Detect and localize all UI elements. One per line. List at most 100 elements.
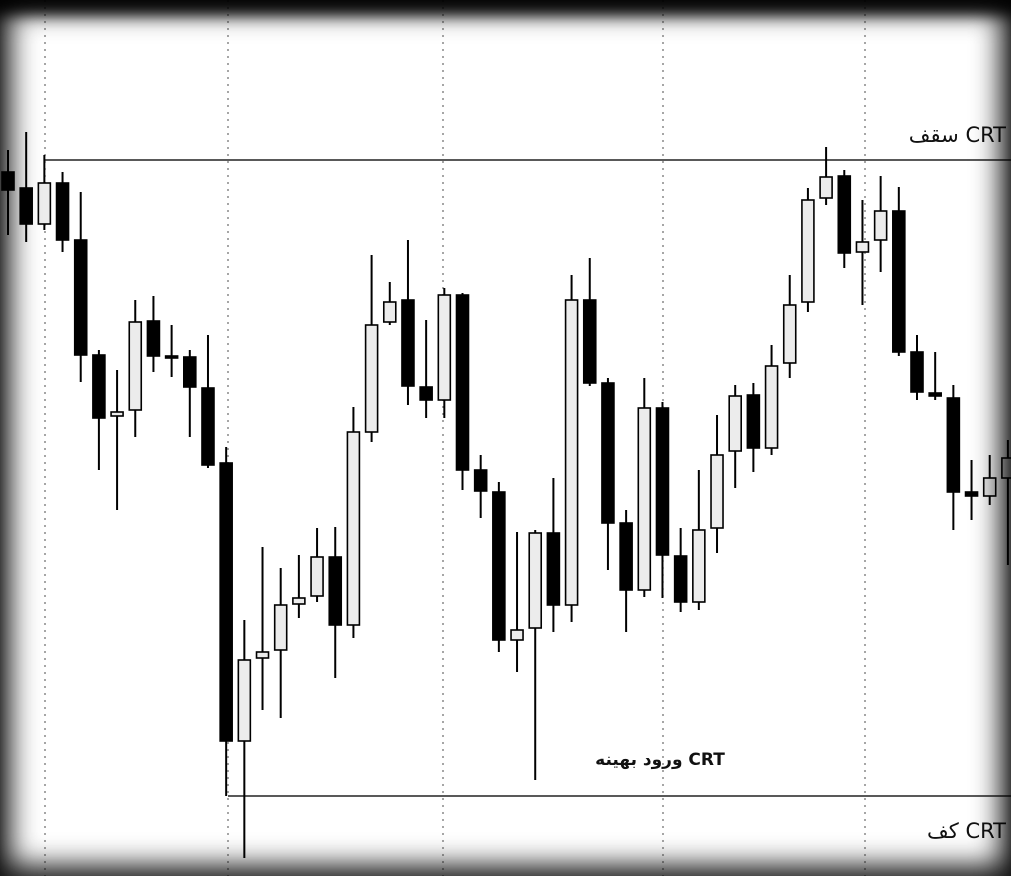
candle <box>201 335 215 468</box>
candle <box>619 510 633 632</box>
candle-body <box>728 395 743 452</box>
candle-body <box>837 175 852 254</box>
candle <box>92 350 106 470</box>
candle-body <box>528 532 543 629</box>
candle-body <box>19 187 33 225</box>
candle <box>546 478 561 632</box>
candle-body <box>710 454 724 529</box>
candle <box>564 275 579 622</box>
candle <box>964 460 979 520</box>
candle-body <box>164 355 179 359</box>
candle-body <box>873 210 888 241</box>
candle-body <box>37 182 52 225</box>
candle-body <box>473 469 488 492</box>
candle-body <box>655 407 670 556</box>
candle-body <box>564 299 579 606</box>
candle <box>55 172 70 252</box>
candle-body <box>201 387 215 466</box>
candle-body <box>401 299 415 387</box>
candle <box>73 192 88 382</box>
candle <box>346 407 361 638</box>
candle-body <box>146 320 161 357</box>
candle-body <box>110 411 124 417</box>
candle-body <box>419 386 433 401</box>
candle-body <box>219 462 233 742</box>
candle <box>910 335 924 400</box>
candle-body <box>455 294 470 471</box>
candle <box>1 150 15 235</box>
candle-body <box>619 522 633 591</box>
candle-body <box>1 171 15 191</box>
candle-body <box>237 659 252 742</box>
candle <box>292 555 306 618</box>
candle-body <box>273 604 288 651</box>
candle-body <box>255 651 270 659</box>
candle <box>928 352 942 400</box>
candle <box>492 482 506 652</box>
candle-body <box>892 210 906 353</box>
candle <box>582 258 597 386</box>
candle <box>764 345 779 455</box>
candle <box>183 350 197 437</box>
candle <box>310 528 324 602</box>
candle <box>255 547 270 710</box>
candle <box>110 370 124 510</box>
entry-annotation: ورود بهینه CRT <box>595 750 725 770</box>
candle-body <box>855 241 870 253</box>
candle <box>1001 440 1011 565</box>
candle <box>801 188 815 312</box>
candle <box>673 528 688 612</box>
candle <box>601 378 615 570</box>
candle <box>437 288 452 418</box>
candle <box>837 170 852 268</box>
candle-body <box>928 392 942 397</box>
candle <box>855 200 870 305</box>
candle-body <box>673 555 688 603</box>
candle <box>419 320 433 418</box>
candle <box>364 255 379 442</box>
candle <box>37 155 52 230</box>
candle-body <box>801 199 815 303</box>
candle <box>273 568 288 718</box>
candle-body <box>292 597 306 605</box>
candle-body <box>782 304 797 364</box>
candle <box>873 176 888 272</box>
candle <box>164 325 179 377</box>
candle <box>237 620 252 858</box>
candle-body <box>73 239 88 356</box>
candle <box>455 293 470 490</box>
candle-body <box>764 365 779 449</box>
candle <box>746 383 761 472</box>
level-label: سقف CRT <box>909 123 1006 147</box>
candle-body <box>310 556 324 597</box>
candle <box>728 385 743 488</box>
candle <box>382 282 397 325</box>
candle-body <box>637 407 652 591</box>
candle <box>128 300 143 437</box>
candle <box>328 527 343 678</box>
candle <box>982 455 997 505</box>
candle-body <box>546 532 561 606</box>
candle-body <box>382 301 397 323</box>
candle-body <box>55 182 70 241</box>
candle-body <box>510 629 524 641</box>
candle <box>19 132 33 242</box>
candle-body <box>746 394 761 449</box>
candle-body <box>328 556 343 626</box>
candle-body <box>437 294 452 401</box>
candle <box>401 240 415 405</box>
candle <box>892 187 906 356</box>
candle-body <box>964 491 979 497</box>
candle <box>946 385 961 530</box>
candle <box>637 378 652 597</box>
level-label: کف CRT <box>927 819 1006 843</box>
candle-body <box>982 477 997 497</box>
candle <box>510 532 524 672</box>
candle <box>219 447 233 796</box>
candle-body <box>1001 457 1011 479</box>
candle <box>692 470 706 610</box>
candle <box>473 455 488 518</box>
candle-body <box>183 356 197 388</box>
